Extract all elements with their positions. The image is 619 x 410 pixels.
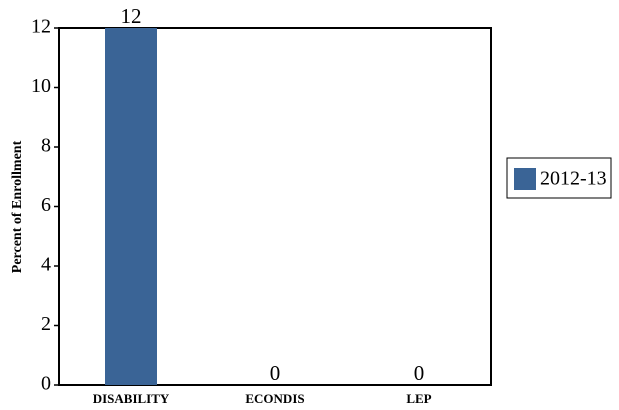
x-tick-label: LEP — [406, 391, 431, 406]
y-tick-label: 10 — [31, 75, 51, 97]
y-tick-label: 4 — [41, 254, 51, 276]
y-tick-label: 12 — [31, 16, 51, 38]
y-tick-label: 0 — [41, 373, 51, 395]
legend-label: 2012-13 — [540, 168, 607, 190]
plot-area: 0 2 4 6 8 10 12 12 DISABILITY 0 ECONDIS 0 LEP — [31, 4, 492, 406]
bar — [105, 28, 157, 385]
y-axis-title: Percent of Enrollment — [10, 140, 25, 273]
x-tick-label: DISABILITY — [93, 391, 170, 406]
y-tick-label: 6 — [41, 194, 51, 216]
legend: 2012-13 — [506, 157, 612, 199]
legend-swatch — [514, 168, 536, 190]
data-label: 0 — [414, 361, 425, 385]
data-label: 12 — [121, 4, 142, 28]
data-label: 0 — [270, 361, 281, 385]
y-tick-label: 2 — [41, 313, 51, 335]
x-tick-label: ECONDIS — [245, 391, 304, 406]
y-tick-label: 8 — [41, 135, 51, 157]
